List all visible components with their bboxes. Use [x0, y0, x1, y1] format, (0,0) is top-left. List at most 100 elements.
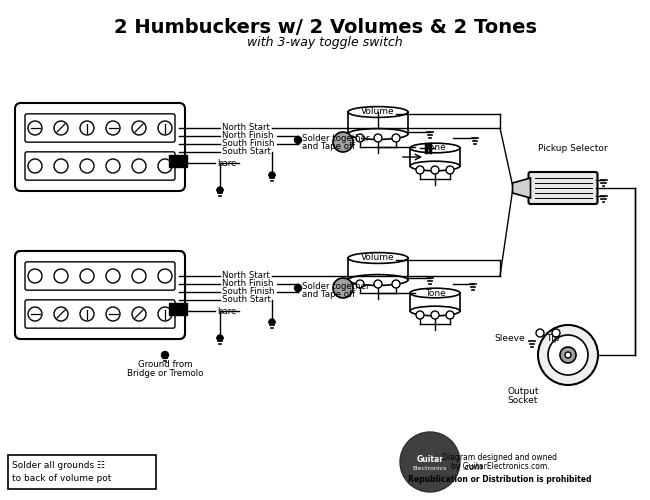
Circle shape — [54, 269, 68, 283]
Circle shape — [132, 159, 146, 173]
Text: North Start: North Start — [222, 124, 270, 132]
Text: Volume: Volume — [361, 254, 395, 262]
Circle shape — [106, 269, 120, 283]
Ellipse shape — [410, 306, 460, 316]
FancyBboxPatch shape — [25, 262, 175, 290]
Text: Volume: Volume — [361, 108, 395, 116]
Circle shape — [28, 121, 42, 135]
Ellipse shape — [410, 143, 460, 153]
FancyBboxPatch shape — [15, 103, 185, 191]
Circle shape — [54, 307, 68, 321]
Circle shape — [158, 269, 172, 283]
Circle shape — [333, 278, 353, 298]
Circle shape — [158, 307, 172, 321]
Circle shape — [158, 121, 172, 135]
Circle shape — [106, 121, 120, 135]
Text: Ground from: Ground from — [138, 360, 192, 369]
Circle shape — [28, 269, 42, 283]
FancyBboxPatch shape — [15, 251, 185, 339]
Text: Solder together: Solder together — [302, 134, 369, 143]
Text: North Start: North Start — [222, 272, 270, 280]
FancyBboxPatch shape — [25, 114, 175, 142]
Text: 2 Humbuckers w/ 2 Volumes & 2 Tones: 2 Humbuckers w/ 2 Volumes & 2 Tones — [114, 18, 536, 37]
FancyBboxPatch shape — [25, 300, 175, 328]
Circle shape — [294, 284, 302, 292]
Bar — [169, 155, 187, 167]
Circle shape — [28, 159, 42, 173]
Circle shape — [565, 352, 571, 358]
Bar — [348, 258, 408, 280]
Ellipse shape — [348, 274, 408, 285]
Circle shape — [158, 159, 172, 173]
Text: Tone: Tone — [424, 144, 445, 152]
Circle shape — [392, 280, 400, 288]
Circle shape — [356, 134, 364, 142]
FancyBboxPatch shape — [25, 262, 175, 290]
Circle shape — [132, 269, 146, 283]
Circle shape — [217, 187, 223, 193]
Circle shape — [54, 307, 68, 321]
Text: Tone: Tone — [424, 288, 445, 298]
Circle shape — [132, 269, 146, 283]
Text: South Start: South Start — [222, 148, 271, 156]
Circle shape — [392, 134, 400, 142]
Text: Tip: Tip — [546, 334, 560, 343]
Circle shape — [446, 166, 454, 174]
Text: South Finish: South Finish — [222, 140, 274, 148]
Circle shape — [269, 319, 275, 325]
Circle shape — [80, 159, 94, 173]
Ellipse shape — [348, 128, 408, 140]
Circle shape — [374, 134, 382, 142]
Circle shape — [106, 307, 120, 321]
Ellipse shape — [348, 106, 408, 118]
Circle shape — [54, 121, 68, 135]
Circle shape — [132, 121, 146, 135]
Text: bare: bare — [217, 306, 237, 316]
Text: to back of volume pot: to back of volume pot — [12, 474, 111, 483]
Circle shape — [217, 335, 223, 341]
Circle shape — [161, 352, 168, 358]
Bar — [410, 293, 460, 311]
Text: and Tape off: and Tape off — [302, 290, 356, 299]
Ellipse shape — [348, 252, 408, 264]
Circle shape — [28, 307, 42, 321]
Text: Bridge or Tremolo: Bridge or Tremolo — [127, 369, 203, 378]
Circle shape — [132, 307, 146, 321]
Circle shape — [106, 307, 120, 321]
Circle shape — [54, 269, 68, 283]
Text: bare: bare — [217, 158, 237, 168]
Text: .com: .com — [463, 462, 484, 471]
Ellipse shape — [410, 161, 460, 171]
FancyBboxPatch shape — [8, 455, 156, 489]
Text: Electronics: Electronics — [413, 466, 447, 471]
FancyBboxPatch shape — [528, 172, 597, 204]
Circle shape — [158, 307, 172, 321]
Text: Socket: Socket — [508, 396, 538, 405]
Circle shape — [400, 432, 460, 492]
FancyBboxPatch shape — [25, 300, 175, 328]
Text: Diagram designed and owned: Diagram designed and owned — [443, 453, 558, 462]
Circle shape — [294, 136, 302, 143]
Text: by GuitarElectronics.com.: by GuitarElectronics.com. — [450, 462, 549, 471]
Circle shape — [552, 329, 560, 337]
Circle shape — [416, 311, 424, 319]
Text: North Finish: North Finish — [222, 280, 274, 288]
Circle shape — [106, 159, 120, 173]
Circle shape — [333, 132, 353, 152]
Bar — [169, 303, 187, 315]
FancyBboxPatch shape — [25, 152, 175, 180]
Circle shape — [269, 172, 275, 178]
Bar — [348, 112, 408, 134]
Circle shape — [28, 307, 42, 321]
Bar — [410, 148, 460, 166]
Circle shape — [28, 269, 42, 283]
Text: Republication or Distribution is prohibited: Republication or Distribution is prohibi… — [408, 475, 592, 484]
Text: South Finish: South Finish — [222, 288, 274, 296]
Circle shape — [538, 325, 598, 385]
Text: Solder all grounds ☷: Solder all grounds ☷ — [12, 461, 105, 470]
Text: with 3-way toggle switch: with 3-way toggle switch — [247, 36, 403, 49]
Circle shape — [356, 280, 364, 288]
Circle shape — [80, 269, 94, 283]
Text: and Tape off: and Tape off — [302, 142, 356, 151]
FancyBboxPatch shape — [15, 251, 185, 339]
